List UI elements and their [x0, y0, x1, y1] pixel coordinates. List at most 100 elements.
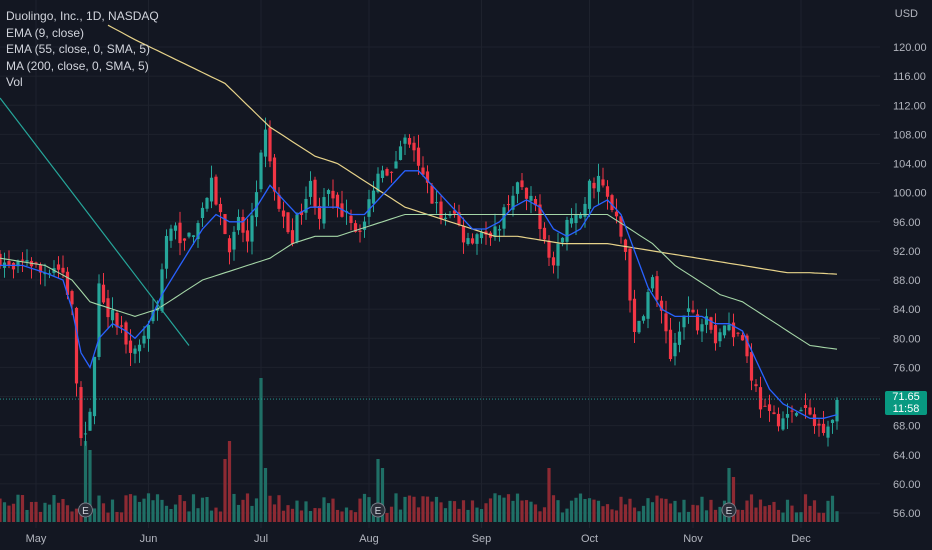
candle-body — [439, 201, 443, 220]
volume-bar — [74, 508, 79, 522]
candle-body — [367, 199, 371, 217]
volume-bar — [628, 498, 632, 522]
candle-body — [83, 433, 88, 435]
volume-bar — [88, 450, 92, 522]
y-tick-label: 68.00 — [893, 421, 921, 433]
volume-bar — [376, 459, 380, 522]
candle-body — [740, 335, 745, 341]
candle-body — [628, 248, 632, 301]
candle-body — [268, 127, 272, 162]
candle-body — [443, 217, 448, 219]
volume-bar — [241, 499, 245, 522]
volume-bar — [646, 498, 650, 522]
indicator-ma200[interactable]: MA (200, close, 0, SMA, 5) — [6, 58, 149, 73]
candle-body — [731, 322, 736, 338]
volume-bar — [695, 505, 700, 522]
candle-body — [682, 315, 686, 328]
volume-bar — [56, 502, 61, 522]
volume-bar — [178, 494, 182, 522]
currency-label[interactable]: USD — [894, 8, 918, 20]
earnings-marker — [721, 502, 737, 518]
candle-body — [101, 284, 106, 303]
indicator-volume[interactable]: Vol — [6, 75, 23, 89]
volume-bar — [713, 509, 718, 522]
volume-bar — [340, 511, 344, 522]
volume-bar — [430, 501, 434, 522]
candle-body — [619, 216, 623, 237]
candle-body — [205, 197, 209, 209]
volume-bar — [97, 495, 101, 522]
volume-bar — [250, 505, 254, 522]
volume-bar — [542, 507, 547, 522]
candle-body — [659, 300, 664, 311]
candle-body — [182, 238, 187, 241]
candle-body — [389, 171, 394, 173]
indicator-ema55[interactable]: EMA (55, close, 0, SMA, 5) — [6, 42, 151, 56]
earnings-icon: E — [375, 506, 382, 517]
volume-bar — [727, 468, 731, 522]
volume-bar — [119, 512, 124, 522]
candle-body — [124, 322, 128, 345]
y-tick-label: 96.00 — [893, 217, 921, 229]
volume-bar — [785, 499, 790, 522]
volume-bar — [349, 510, 353, 522]
volume-bar — [830, 495, 835, 522]
volume-bar — [533, 504, 538, 522]
candle-body — [637, 320, 641, 333]
volume-bar — [448, 500, 452, 522]
candle-body — [403, 137, 407, 144]
volume-bar — [457, 508, 461, 522]
candle-body — [605, 186, 610, 197]
candle-body — [641, 316, 646, 321]
volume-bar — [191, 494, 196, 522]
candle-body — [808, 407, 812, 415]
volume-bar — [412, 496, 416, 522]
volume-bar — [128, 494, 133, 522]
volume-bar — [619, 496, 623, 522]
candle-body — [187, 232, 191, 237]
volume-bar — [169, 508, 173, 522]
candle-body — [655, 276, 659, 300]
volume-bar — [385, 512, 389, 522]
volume-bar — [313, 508, 317, 522]
candle-body — [470, 238, 475, 244]
volume-bar — [0, 498, 2, 522]
candle-body — [61, 267, 65, 273]
volume-bar — [605, 504, 610, 522]
candle-body — [128, 340, 133, 353]
y-tick-label: 80.00 — [893, 333, 921, 345]
volume-bar — [808, 505, 812, 522]
volume-bar — [277, 495, 281, 522]
volume-bar — [43, 502, 47, 522]
candle-body — [704, 316, 709, 325]
volume-bar — [772, 501, 776, 522]
volume-bar — [443, 508, 448, 522]
candle-body — [290, 230, 295, 244]
candle-body — [250, 215, 254, 242]
volume-bar — [101, 503, 106, 522]
candle-body — [812, 414, 817, 427]
volume-bar — [92, 508, 97, 522]
candle-body — [695, 314, 700, 331]
volume-bar — [52, 495, 56, 522]
candle-body — [317, 205, 322, 219]
volume-bar — [38, 511, 43, 522]
candle-body — [835, 399, 839, 422]
candle-body — [466, 238, 470, 244]
volume-bar — [227, 441, 232, 522]
volume-bar — [398, 509, 403, 522]
candle-body — [295, 214, 299, 242]
candle-body — [308, 180, 313, 197]
volume-bar — [11, 503, 16, 522]
indicator-ema9[interactable]: EMA (9, close) — [6, 25, 85, 40]
volume-bar — [821, 512, 826, 522]
candle-body — [745, 335, 749, 357]
last-price-value: 71.65 — [892, 391, 920, 403]
symbol-title[interactable]: Duolingo, Inc., 1D, NASDAQ — [6, 9, 159, 23]
candle-body — [65, 271, 70, 295]
candle-body — [448, 214, 452, 216]
volume-bar — [16, 494, 20, 522]
volume-bar — [520, 500, 524, 522]
candle-body — [785, 414, 790, 418]
